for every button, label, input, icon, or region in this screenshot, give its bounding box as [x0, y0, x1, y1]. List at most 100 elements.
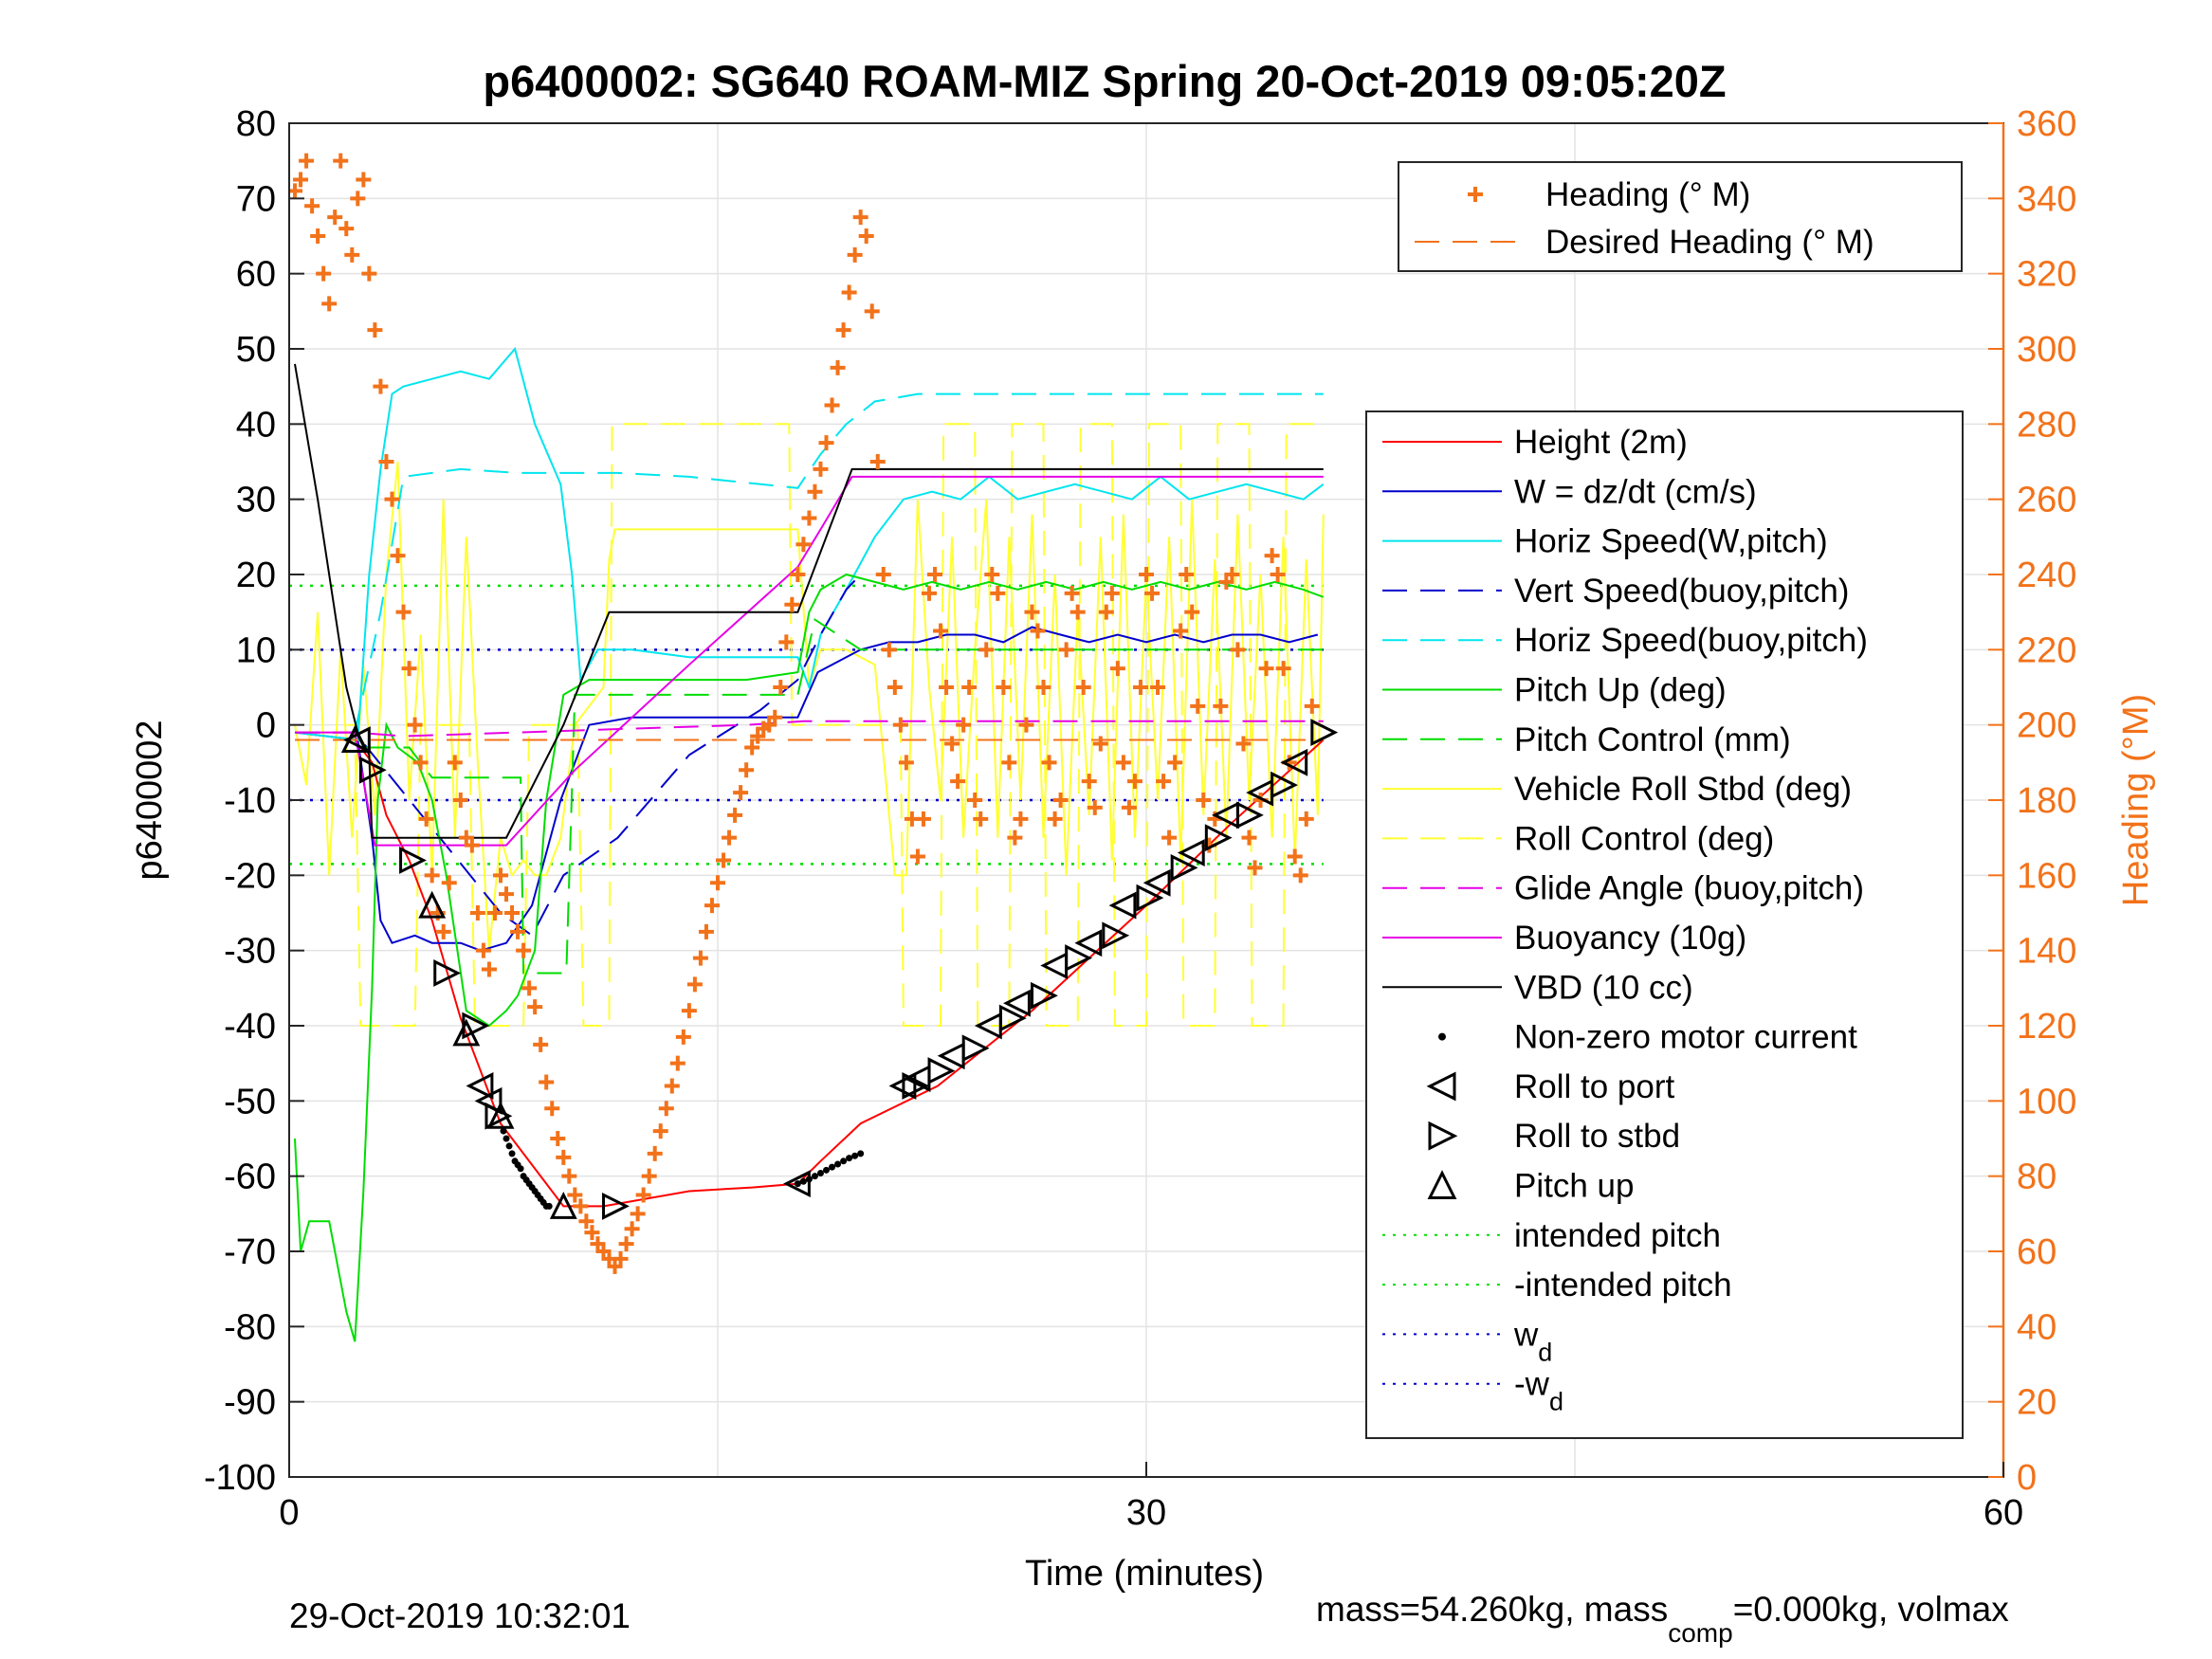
heading-point — [1069, 604, 1086, 620]
y-right-tick-label: 260 — [2017, 481, 2076, 520]
heading-point — [469, 905, 485, 921]
heading-point — [435, 923, 451, 939]
heading-point — [881, 642, 897, 658]
heading-point — [927, 567, 943, 582]
heading-point — [475, 942, 491, 958]
heading-point — [418, 811, 434, 827]
legend-label: Pitch up — [1514, 1168, 1634, 1205]
legend-label: Glide Angle (buoy,pitch) — [1514, 870, 1864, 907]
pitch-up-point — [452, 1018, 481, 1047]
y-right-tick-label: 340 — [2017, 179, 2076, 219]
legend-label: VBD (10 cc) — [1514, 969, 1693, 1006]
heading-point — [784, 596, 800, 612]
roll-to-port-point — [1108, 891, 1137, 920]
heading-point — [573, 1198, 589, 1214]
y-tick-label: -100 — [204, 1458, 276, 1498]
motor-current-point — [545, 1202, 553, 1210]
motor-current-point — [840, 1158, 848, 1165]
roll-to-stbd-point — [1204, 824, 1233, 852]
heading-point — [464, 837, 480, 853]
heading-point — [544, 1101, 560, 1117]
heading-point — [716, 852, 732, 868]
heading-point — [333, 153, 349, 169]
footer-date: 29-Oct-2019 10:32:01 — [289, 1596, 631, 1635]
y-tick-label: 20 — [236, 556, 276, 595]
heading-point — [1018, 717, 1034, 733]
motor-current-point — [829, 1163, 836, 1171]
roll-to-stbd-point — [433, 959, 462, 987]
legend-heading-box — [1398, 161, 1963, 272]
y-right-tick-label: 60 — [2017, 1232, 2057, 1272]
heading-point — [1247, 860, 1263, 876]
heading-point — [795, 537, 812, 553]
y-right-tick-label: 320 — [2017, 255, 2076, 295]
heading-point — [1126, 774, 1143, 790]
heading-point — [1041, 755, 1057, 771]
legend-label: Roll Control (deg) — [1514, 820, 1774, 857]
y-tick-label: 70 — [236, 179, 276, 219]
heading-point — [835, 322, 851, 338]
y-right-tick-label: 20 — [2017, 1383, 2057, 1423]
heading-point — [321, 296, 338, 312]
heading-point — [299, 153, 315, 169]
heading-point — [950, 774, 966, 790]
heading-point — [373, 378, 389, 394]
heading-point — [887, 680, 903, 695]
heading-point — [1156, 774, 1172, 790]
heading-point — [1173, 623, 1189, 639]
y-right-tick-label: 0 — [2017, 1458, 2037, 1498]
heading-point — [681, 1003, 697, 1019]
heading-point — [630, 1206, 646, 1222]
y-tick-label: 60 — [236, 255, 276, 295]
legend-label: W = dz/dt (cm/s) — [1514, 473, 1757, 510]
heading-point — [967, 793, 983, 808]
heading-point — [1064, 585, 1080, 601]
heading-point — [1298, 811, 1314, 827]
roll-to-stbd-point — [927, 1057, 956, 1085]
heading-point — [864, 303, 880, 319]
heading-point — [516, 942, 532, 958]
heading-point — [1109, 661, 1125, 677]
heading-point — [1213, 698, 1229, 714]
legend-label: Pitch Up (deg) — [1514, 672, 1727, 709]
series-w-dz-dt-cm-s — [294, 626, 1319, 952]
heading-point — [424, 867, 440, 884]
legend-top-label: Desired Heading (° M) — [1545, 224, 1874, 261]
heading-point — [367, 322, 383, 338]
heading-point — [733, 785, 749, 801]
legend-label: Pitch Control (mm) — [1514, 721, 1791, 758]
y-right-tick-label: 80 — [2017, 1158, 2057, 1197]
y-right-tick-label: 360 — [2017, 104, 2076, 144]
roll-to-port-point — [1177, 839, 1205, 866]
y-tick-label: -50 — [224, 1082, 276, 1121]
heading-point — [939, 680, 955, 695]
roll-to-stbd-point — [1136, 884, 1164, 912]
heading-point — [944, 736, 960, 752]
heading-point — [722, 830, 738, 846]
heading-point — [441, 875, 457, 891]
legend-heading-swatch — [1468, 187, 1483, 202]
heading-point — [499, 886, 515, 902]
heading-point — [550, 1131, 566, 1146]
heading-point — [1270, 567, 1286, 582]
roll-to-stbd-point — [902, 1072, 930, 1100]
motor-current-point — [857, 1150, 865, 1158]
series-horiz-speed-buoy-pitch — [354, 392, 1324, 733]
heading-point — [664, 1078, 680, 1094]
motor-current-point — [799, 1177, 807, 1185]
series-vehicle-roll-stbd-deg — [294, 461, 1325, 951]
heading-point — [1224, 567, 1240, 582]
legend-label: -intended pitch — [1514, 1267, 1732, 1304]
heading-point — [669, 1055, 686, 1071]
heading-point — [841, 284, 857, 301]
motor-current-point — [811, 1173, 818, 1180]
heading-point — [898, 755, 914, 771]
x-tick-label: 0 — [279, 1493, 299, 1533]
roll-to-stbd-point — [1065, 944, 1093, 973]
legend-top-label: Heading (° M) — [1545, 176, 1750, 213]
heading-point — [1275, 661, 1291, 677]
heading-point — [858, 228, 874, 244]
y-right-tick-label: 140 — [2017, 932, 2076, 972]
heading-point — [978, 642, 995, 658]
heading-point — [561, 1168, 577, 1184]
